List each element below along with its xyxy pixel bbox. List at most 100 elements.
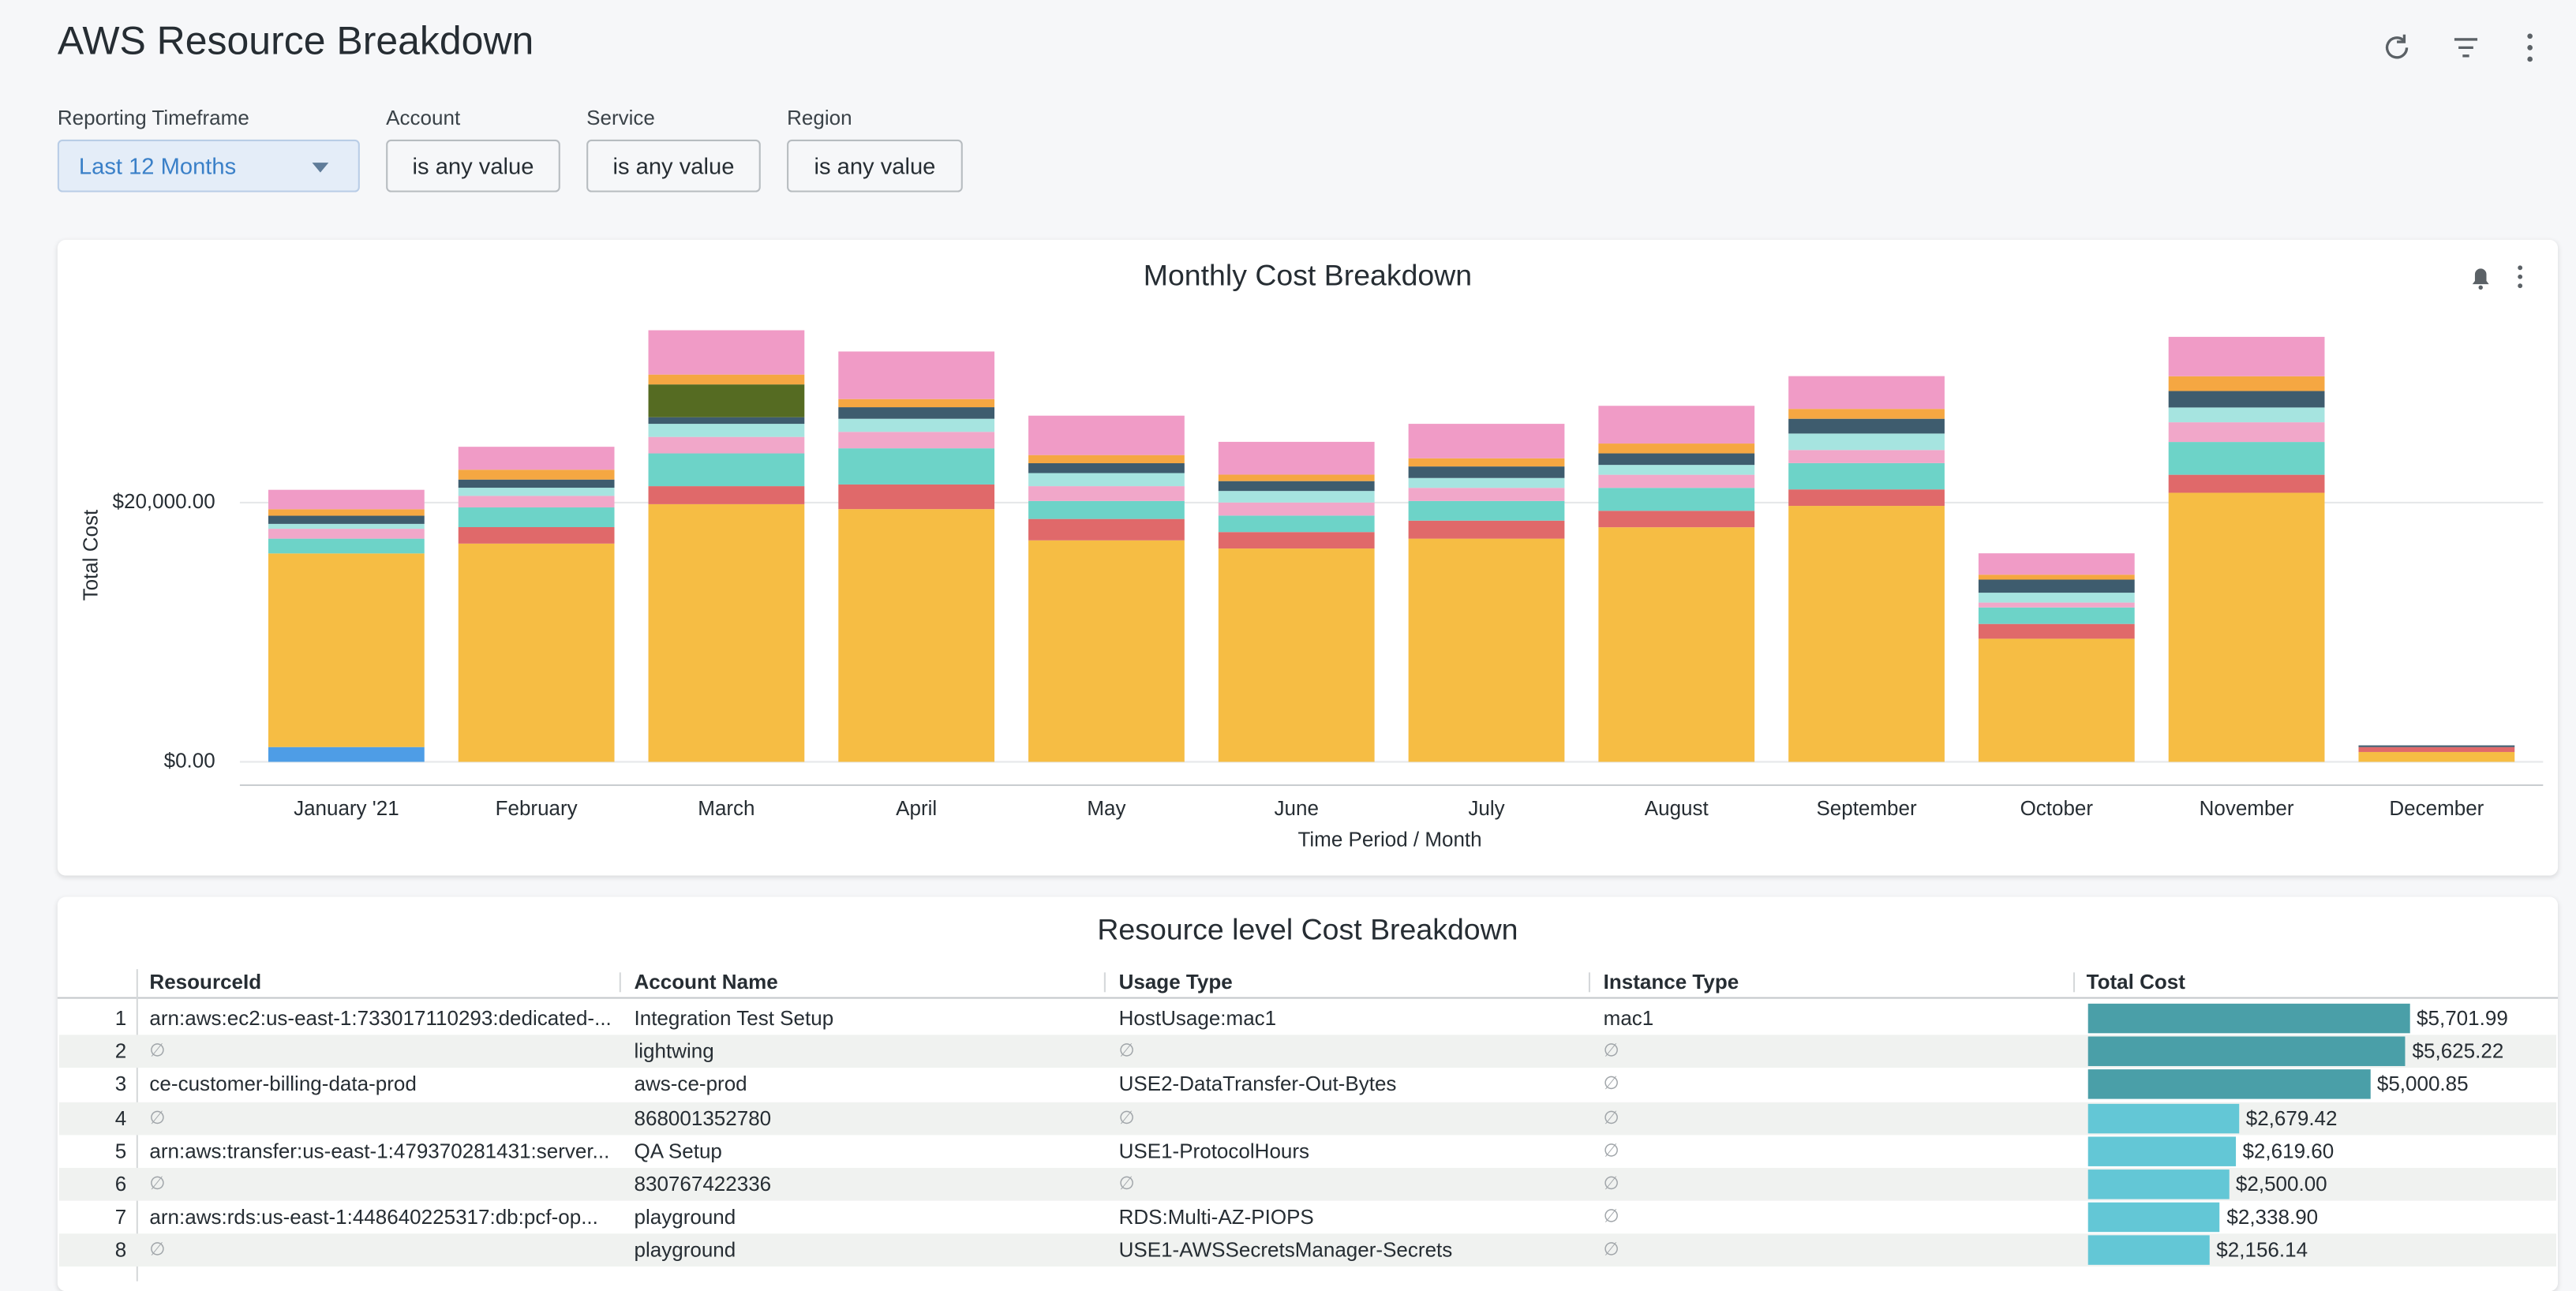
bar-segment xyxy=(2168,474,2325,493)
bar-segment xyxy=(268,529,425,539)
bar-segment xyxy=(648,424,805,437)
bar-segment xyxy=(648,503,805,762)
bar-segment xyxy=(838,399,995,408)
toolbar xyxy=(2385,33,2533,62)
table-cell: ∅ xyxy=(1603,1240,1619,1261)
y-axis-title: Total Cost xyxy=(78,509,102,601)
filter-button[interactable]: is any value xyxy=(386,139,560,193)
column-separator xyxy=(2072,972,2076,993)
bar-segment xyxy=(1788,433,1945,451)
table-cell: ∅ xyxy=(1603,1108,1619,1128)
bar-segment xyxy=(838,351,995,399)
dropdown-value: Last 12 Months xyxy=(78,152,237,179)
bar-segment xyxy=(1408,424,1565,458)
table-title: Resource level Cost Breakdown xyxy=(1097,913,1518,947)
bar-segment xyxy=(1028,415,1185,455)
cost-bar xyxy=(2087,1136,2237,1166)
bar-segment xyxy=(838,448,995,485)
filter-label: Region xyxy=(787,107,852,130)
refresh-icon[interactable] xyxy=(2385,34,2409,59)
table-cell: HostUsage:mac1 xyxy=(1118,1007,1277,1031)
bar-segment xyxy=(1408,477,1565,488)
header-divider xyxy=(57,997,2559,999)
filter-value: is any value xyxy=(612,152,735,179)
bar-segment xyxy=(458,479,615,488)
bar-segment xyxy=(1218,515,1375,533)
more-icon[interactable] xyxy=(2527,33,2533,62)
bar-segment xyxy=(1788,489,1945,507)
bar-segment xyxy=(838,407,995,419)
bar-segment xyxy=(2358,745,2515,747)
bar-segment xyxy=(648,453,805,487)
table-cell: USE1-ProtocolHours xyxy=(1118,1139,1310,1163)
cost-label: $2,619.60 xyxy=(2242,1139,2334,1163)
bar-segment xyxy=(268,515,425,524)
bar-segment xyxy=(1978,593,2135,603)
table-cell: lightwing xyxy=(634,1040,714,1064)
column-header[interactable]: Total Cost xyxy=(2086,971,2185,994)
table-cell: 830767422336 xyxy=(634,1173,772,1196)
bar-segment xyxy=(1408,500,1565,521)
bar-segment xyxy=(1408,466,1565,478)
bar-segment xyxy=(1598,527,1755,762)
bar-segment xyxy=(268,538,425,554)
bar-segment xyxy=(1408,458,1565,467)
cost-bar xyxy=(2087,1236,2210,1266)
filter-button[interactable]: is any value xyxy=(787,139,963,193)
cost-label: $2,156.14 xyxy=(2216,1239,2308,1263)
bar-segment xyxy=(1978,579,2135,593)
bar-segment xyxy=(1218,474,1375,481)
bar-segment xyxy=(838,484,995,510)
table-cell: 868001352780 xyxy=(634,1106,772,1130)
bar-segment xyxy=(648,486,805,504)
cost-bar xyxy=(2087,1102,2240,1133)
bar-segment xyxy=(1218,441,1375,475)
bar-segment xyxy=(648,417,805,425)
bar-segment xyxy=(1788,409,1945,419)
column-header[interactable]: ResourceId xyxy=(149,971,262,994)
bar-segment xyxy=(2168,336,2325,376)
x-tick-label: November xyxy=(2200,796,2294,820)
filter-button[interactable]: is any value xyxy=(586,139,761,193)
timeframe-dropdown[interactable]: Last 12 Months xyxy=(57,139,360,193)
filter-value: is any value xyxy=(412,152,534,179)
column-header[interactable]: Usage Type xyxy=(1118,971,1233,994)
table-cell: playground xyxy=(634,1239,736,1263)
dropdown-caret xyxy=(312,163,329,173)
column-header[interactable]: Account Name xyxy=(634,971,778,994)
chart-title: Monthly Cost Breakdown xyxy=(1144,259,1472,292)
row-number: 4 xyxy=(114,1106,127,1130)
column-header[interactable]: Instance Type xyxy=(1603,971,1739,994)
table-row: 1 arn:aws:ec2:us-east-1:733017110293:dedi… xyxy=(59,1002,2556,1035)
x-axis-title: Time Period / Month xyxy=(1297,828,1481,851)
x-tick-label: September xyxy=(1816,796,1917,820)
column-separator xyxy=(1103,972,1106,993)
x-tick-label: April xyxy=(896,796,937,820)
tile-menu-icon[interactable] xyxy=(2518,265,2523,289)
x-tick-label: July xyxy=(1468,796,1504,820)
bar-segment xyxy=(648,384,805,417)
x-tick-label: December xyxy=(2389,796,2484,820)
x-tick-label: February xyxy=(496,796,578,820)
table-cell: USE2-DataTransfer-Out-Bytes xyxy=(1118,1073,1397,1097)
alert-icon[interactable] xyxy=(2472,268,2489,290)
filter-icon[interactable] xyxy=(2454,38,2478,58)
table-cell: aws-ce-prod xyxy=(634,1073,747,1097)
bar-segment xyxy=(458,488,615,496)
cost-label: $5,701.99 xyxy=(2417,1007,2508,1031)
bar-segment xyxy=(2168,407,2325,423)
table-cell: mac1 xyxy=(1603,1007,1654,1031)
bar-segment xyxy=(1028,455,1185,464)
bar-segment xyxy=(648,436,805,454)
cost-bar xyxy=(2087,1003,2410,1034)
bar-segment xyxy=(1788,376,1945,410)
table-row: 3 ce-customer-billing-data-prod aws-ce-pro… xyxy=(59,1068,2556,1102)
table-cell: playground xyxy=(634,1206,736,1229)
bar-segment xyxy=(1598,474,1755,488)
table-cell: arn:aws:ec2:us-east-1:733017110293:dedic… xyxy=(149,1007,612,1031)
bar-segment xyxy=(1978,574,2135,580)
table-cell: ∅ xyxy=(1603,1042,1619,1062)
column-separator xyxy=(1588,972,1590,993)
bar-segment xyxy=(1218,502,1375,516)
cost-bar xyxy=(2087,1169,2230,1199)
